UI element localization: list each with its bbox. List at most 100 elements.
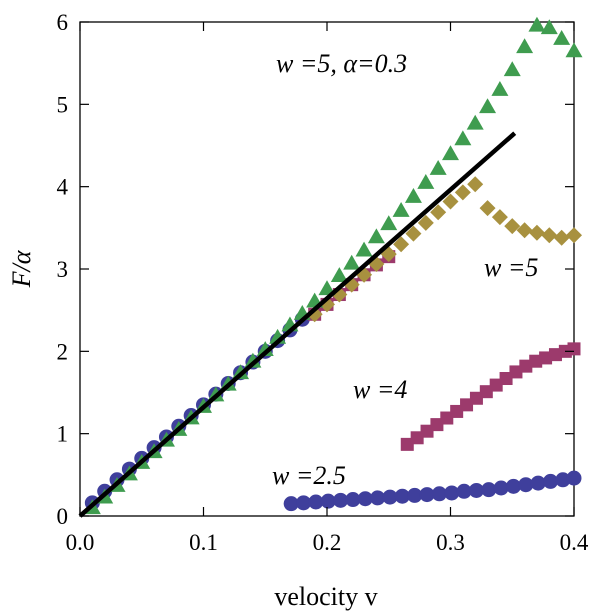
data-point-circle xyxy=(530,475,546,491)
data-point-triangle xyxy=(244,352,262,368)
data-point-diamond xyxy=(405,225,422,242)
data-point-diamond xyxy=(430,204,447,221)
data-point-diamond xyxy=(417,214,434,231)
x-axis-title-text: velocity v xyxy=(274,582,377,611)
data-point-circle xyxy=(357,491,373,507)
data-point-circle xyxy=(505,478,521,494)
data-point-triangle xyxy=(318,280,336,296)
data-point-triangle xyxy=(503,61,521,77)
data-point-triangle xyxy=(380,215,398,231)
data-point-triangle xyxy=(466,114,484,130)
data-point-square xyxy=(400,437,414,451)
data-point-triangle xyxy=(516,38,534,54)
data-point-diamond xyxy=(504,218,521,235)
data-point-square xyxy=(489,378,503,392)
data-point-triangle xyxy=(528,16,546,32)
fit-line xyxy=(78,131,517,518)
data-point-circle xyxy=(481,482,497,498)
data-point-diamond xyxy=(491,209,508,226)
fit-line-group xyxy=(78,131,517,518)
data-point-circle xyxy=(370,490,386,506)
x-axis-title: velocity v xyxy=(274,582,377,611)
data-point-square xyxy=(430,418,444,432)
data-point-square xyxy=(460,398,474,412)
x-tick-label: 0.4 xyxy=(560,530,589,555)
data-point-square xyxy=(529,354,543,368)
data-point-triangle xyxy=(256,341,274,357)
data-point-square xyxy=(509,365,523,379)
x-tick-label: 0.0 xyxy=(66,530,95,555)
data-point-diamond xyxy=(467,176,484,193)
data-point-square xyxy=(479,385,493,399)
axis-ticks: 0.0 0.1 0.2 0.3 0.4 0 1 2 3 4 5 6 xyxy=(57,10,589,555)
data-point-triangle xyxy=(479,98,497,114)
data-point-diamond xyxy=(393,236,410,253)
data-point-circle xyxy=(543,473,559,489)
x-tick-label: 0.2 xyxy=(313,530,342,555)
data-point-triangle xyxy=(565,42,583,58)
data-point-square xyxy=(548,348,562,362)
data-point-diamond xyxy=(479,200,496,217)
data-point-square xyxy=(499,372,513,386)
data-point-diamond xyxy=(454,184,471,201)
annotation-w5-alpha: w =5, α=0.3 xyxy=(276,49,407,78)
data-point-circle xyxy=(493,480,509,496)
annotation-w5: w =5 xyxy=(484,253,538,282)
y-tick-label: 2 xyxy=(57,339,69,364)
y-tick-label: 6 xyxy=(57,10,69,35)
data-point-diamond xyxy=(442,193,459,210)
data-point-circle xyxy=(456,483,472,499)
data-point-triangle xyxy=(392,202,410,217)
data-point-square xyxy=(469,391,483,405)
data-point-circle xyxy=(444,485,460,501)
data-point-circle xyxy=(566,470,582,486)
data-point-triangle xyxy=(442,145,459,161)
y-tick-label: 5 xyxy=(57,92,69,117)
data-point-triangle xyxy=(491,81,509,96)
data-point-circle xyxy=(394,488,410,504)
y-axis-title: F/α xyxy=(7,249,36,288)
y-tick-label: 1 xyxy=(57,422,69,447)
data-point-square xyxy=(450,404,464,418)
data-point-circle xyxy=(431,486,447,502)
data-point-square xyxy=(410,431,424,445)
data-point-diamond xyxy=(541,227,558,244)
data-point-triangle xyxy=(540,19,558,35)
data-point-circle xyxy=(555,472,571,488)
data-point-circle xyxy=(345,492,361,508)
data-point-circle xyxy=(283,496,299,512)
data-point-square xyxy=(539,351,553,365)
data-point-triangle xyxy=(404,188,422,203)
x-tick-label: 0.1 xyxy=(189,530,218,555)
data-point-circle xyxy=(419,487,435,503)
data-point-triangle xyxy=(417,174,435,189)
data-point-circle xyxy=(518,477,534,493)
data-point-circle xyxy=(468,482,484,498)
data-point-triangle xyxy=(355,241,373,257)
data-point-square xyxy=(519,359,533,373)
data-point-triangle xyxy=(330,267,348,282)
annotation-w4: w =4 xyxy=(353,375,407,404)
y-tick-label: 4 xyxy=(57,175,69,200)
data-point-diamond xyxy=(566,227,582,244)
data-point-circle xyxy=(333,492,349,508)
data-point-diamond xyxy=(516,222,533,239)
data-point-circle xyxy=(382,489,398,505)
data-point-circle xyxy=(320,493,336,509)
data-point-triangle xyxy=(367,228,385,244)
data-point-diamond xyxy=(553,229,570,246)
y-tick-label: 0 xyxy=(57,504,69,529)
data-point-triangle xyxy=(343,254,361,270)
data-point-triangle xyxy=(454,130,472,146)
y-tick-label: 3 xyxy=(57,257,69,282)
x-tick-label: 0.3 xyxy=(436,530,465,555)
data-point-triangle xyxy=(553,29,571,45)
data-point-diamond xyxy=(528,224,545,241)
annotation-w2-5: w =2.5 xyxy=(272,461,346,490)
data-point-circle xyxy=(407,487,423,503)
data-point-circle xyxy=(308,494,324,510)
data-point-square xyxy=(420,424,434,438)
data-point-circle xyxy=(296,495,312,511)
data-point-square xyxy=(440,411,454,425)
